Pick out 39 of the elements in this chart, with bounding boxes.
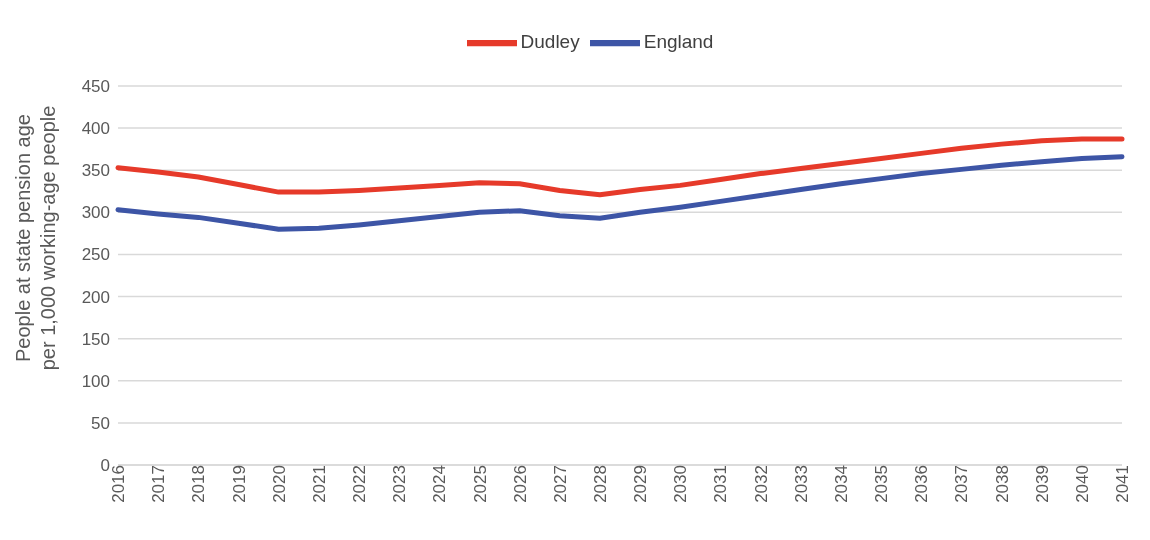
x-tick-label: 2024 bbox=[430, 465, 450, 503]
y-tick-label: 300 bbox=[81, 203, 110, 223]
x-tick-label: 2034 bbox=[831, 465, 851, 503]
x-tick-label: 2017 bbox=[149, 465, 169, 503]
x-tick-label: 2039 bbox=[1032, 465, 1052, 503]
x-tick-label: 2026 bbox=[510, 465, 530, 503]
x-tick-label: 2031 bbox=[711, 465, 731, 503]
x-tick-label: 2025 bbox=[470, 465, 490, 503]
x-tick-label: 2029 bbox=[631, 465, 651, 503]
y-tick-label: 350 bbox=[81, 161, 110, 181]
x-tick-label: 2021 bbox=[309, 465, 329, 503]
x-tick-label: 2020 bbox=[269, 465, 289, 503]
y-tick-label: 0 bbox=[100, 456, 110, 476]
y-tick-label: 150 bbox=[81, 329, 110, 349]
x-tick-label: 2030 bbox=[671, 465, 691, 503]
y-tick-label: 250 bbox=[81, 245, 110, 265]
x-tick-label: 2035 bbox=[872, 465, 892, 503]
x-tick-label: 2041 bbox=[1113, 465, 1133, 503]
legend-label: England bbox=[643, 31, 714, 53]
y-axis-title: People at state pension age per 1,000 working-age people bbox=[12, 105, 59, 371]
x-tick-label: 2040 bbox=[1072, 465, 1092, 503]
x-tick-label: 2033 bbox=[791, 465, 811, 503]
y-tick-label: 200 bbox=[81, 287, 110, 307]
x-tick-label: 2027 bbox=[550, 465, 570, 503]
x-tick-label: 2023 bbox=[390, 465, 410, 503]
x-tick-label: 2019 bbox=[229, 465, 249, 503]
x-tick-label: 2028 bbox=[590, 465, 610, 503]
legend-label: Dudley bbox=[520, 31, 580, 53]
x-tick-label: 2036 bbox=[912, 465, 932, 503]
x-tick-label: 2032 bbox=[751, 465, 771, 503]
x-tick-label: 2018 bbox=[189, 465, 209, 503]
x-tick-label: 2022 bbox=[350, 465, 370, 503]
x-tick-label: 2037 bbox=[952, 465, 972, 503]
y-tick-label: 450 bbox=[81, 77, 110, 97]
x-tick-label: 2016 bbox=[109, 465, 129, 503]
y-tick-label: 400 bbox=[81, 119, 110, 139]
x-tick-label: 2038 bbox=[992, 465, 1012, 503]
y-tick-label: 50 bbox=[91, 413, 110, 433]
y-tick-label: 100 bbox=[81, 371, 110, 391]
